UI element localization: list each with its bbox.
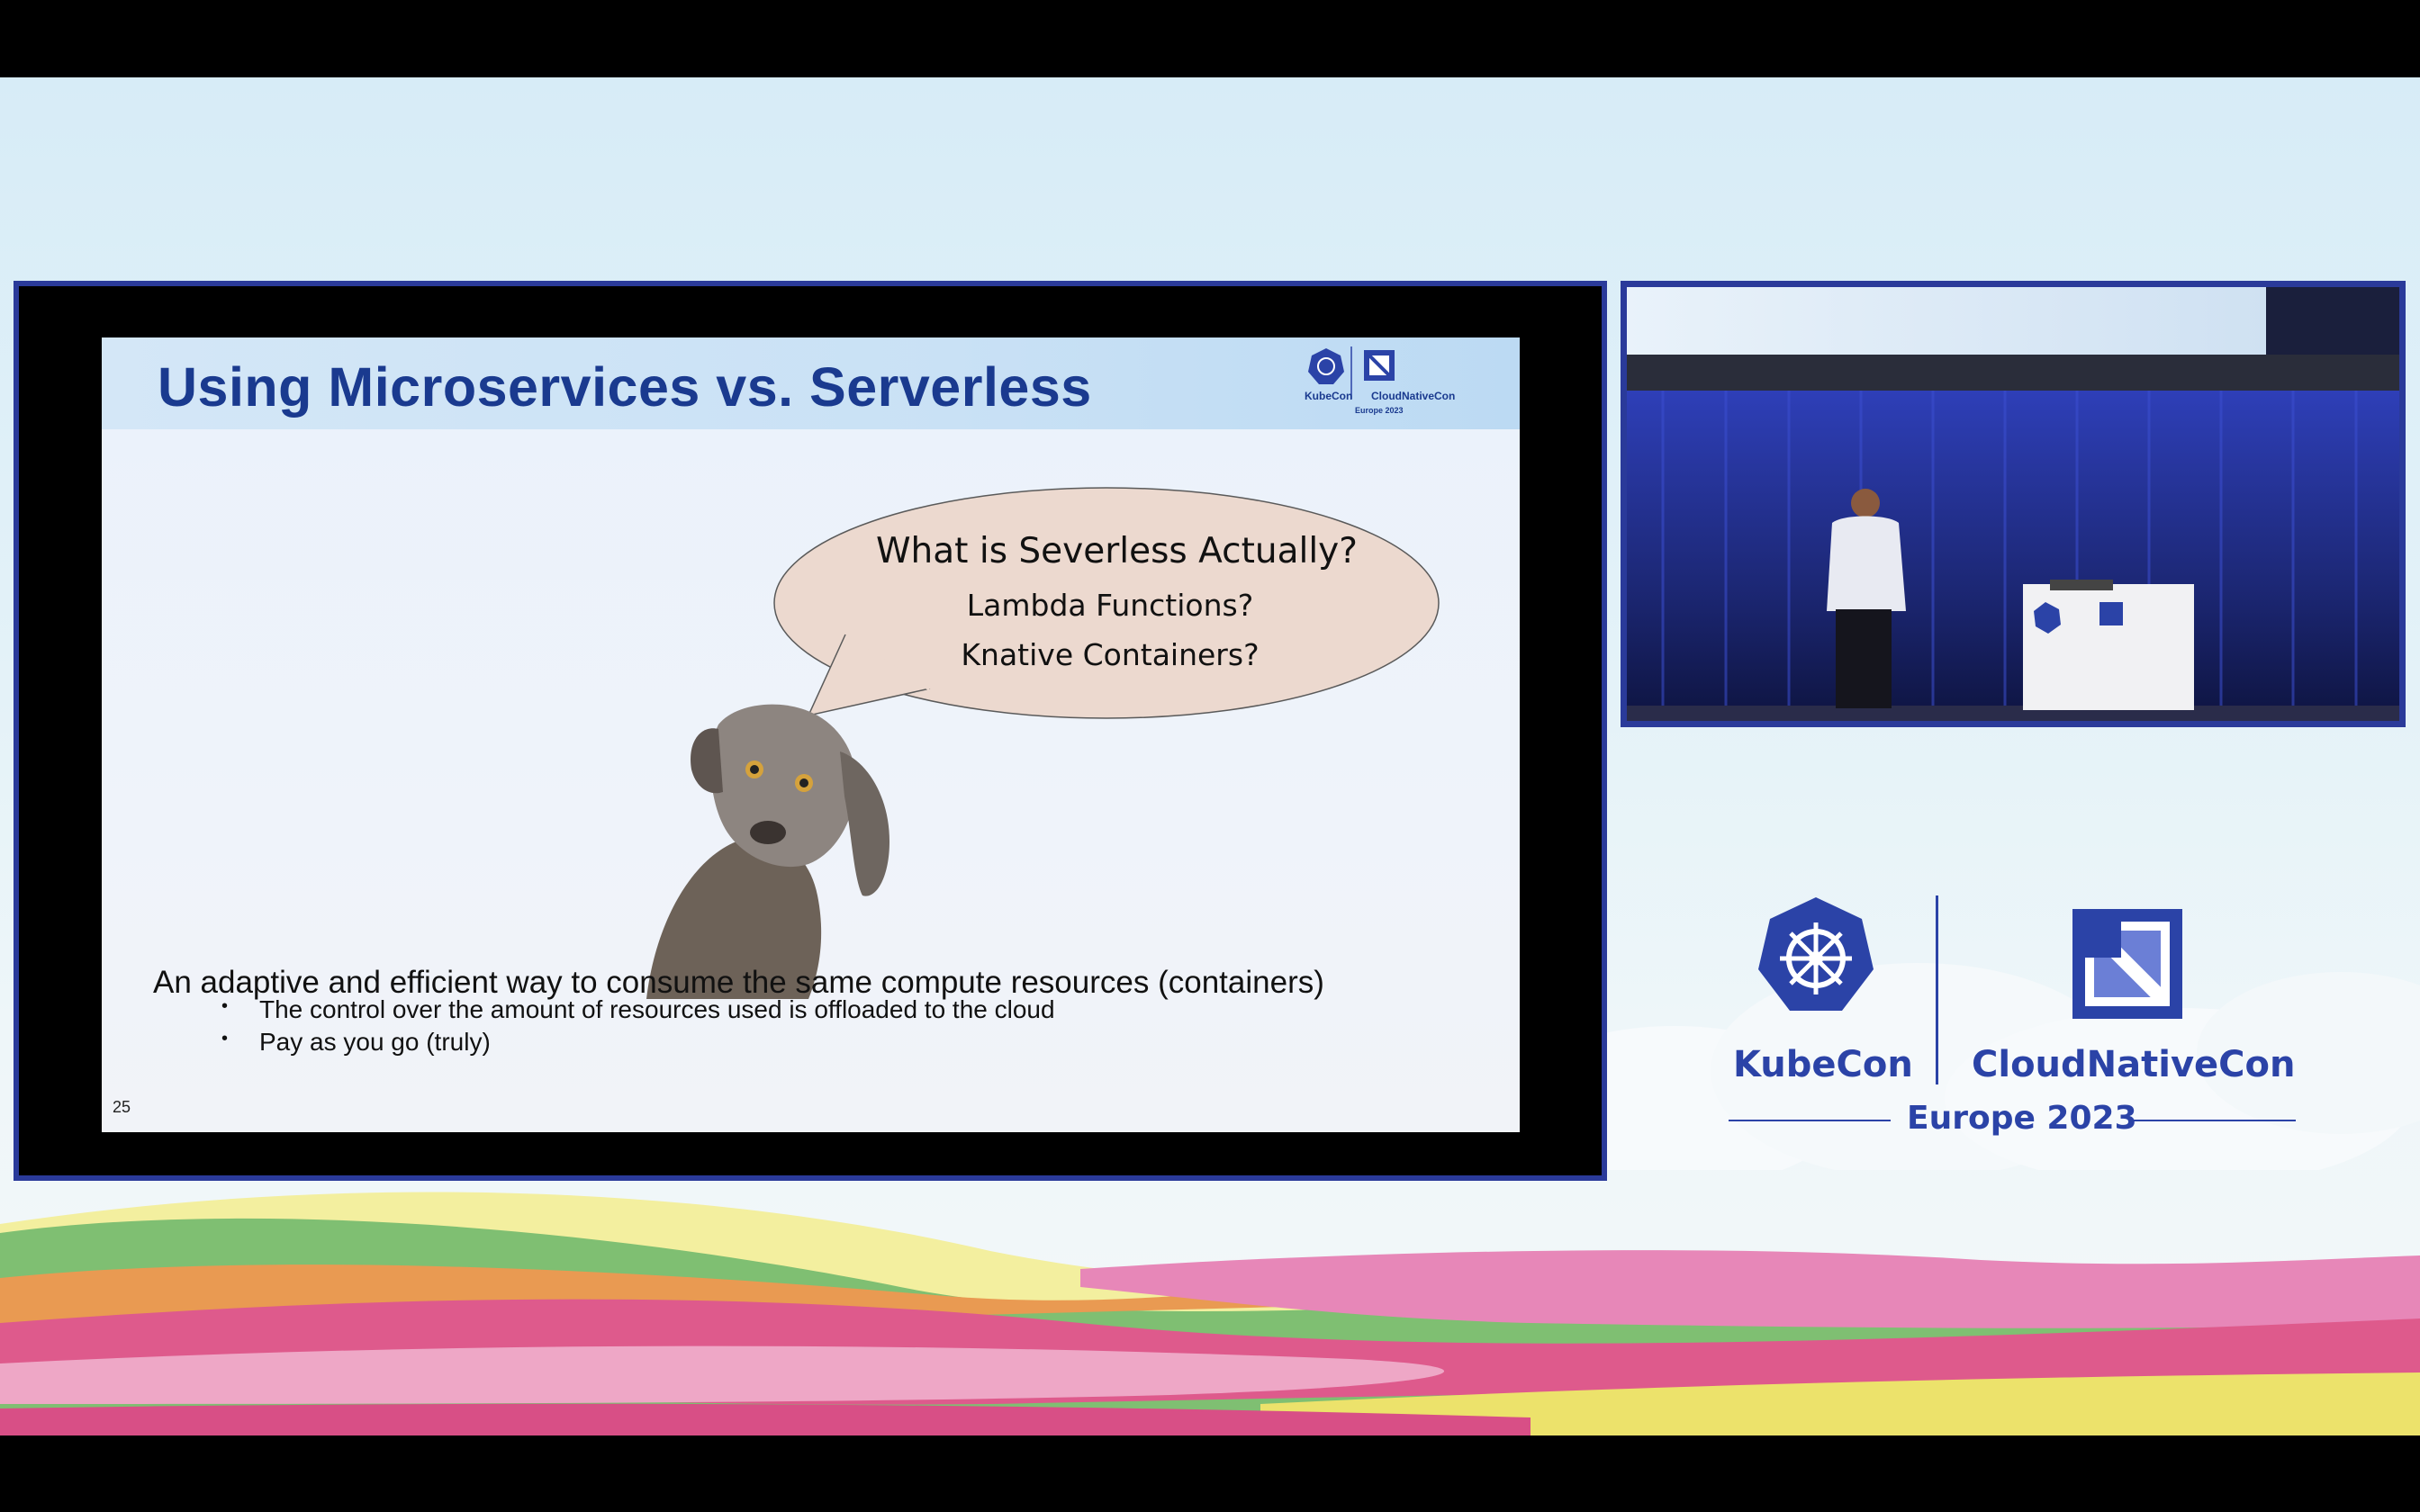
letterbox-top (0, 0, 2420, 77)
kubecon-helm-icon (1308, 346, 1395, 399)
kubecon-helm-icon (1758, 897, 1874, 1011)
bullet-item: The control over the amount of resources… (259, 995, 1055, 1023)
slide-logo-cloudnativecon: CloudNativeCon (1371, 390, 1456, 402)
presentation-slide: Using Microservices vs. Serverless KubeC… (102, 338, 1520, 1132)
speech-bubble (773, 487, 1440, 719)
bullet-dot: • (221, 996, 229, 1016)
cloudnativecon-icon (2072, 909, 2182, 1019)
stage-scene (1627, 287, 2399, 721)
event-logo-kubecon: KubeCon (1733, 1044, 1913, 1085)
cloud-decoration (1531, 963, 2420, 1170)
event-logo-europe: Europe 2023 (1907, 1100, 2137, 1137)
bubble-question: What is Severless Actually? (876, 531, 1358, 572)
slide-header (102, 338, 1520, 429)
bullet-dot: • (221, 1029, 229, 1048)
slide-title: Using Microservices vs. Serverless (158, 356, 1092, 418)
slide-page-number: 25 (113, 1098, 131, 1116)
slide-logo-kubecon: KubeCon (1305, 390, 1353, 402)
main-point-text: An adaptive and efficient way to consume… (153, 965, 1324, 1000)
event-logo-cloudnativecon: CloudNativeCon (1972, 1044, 2296, 1085)
letterbox-bottom (0, 1436, 2420, 1512)
speaker-camera-feed (1621, 281, 2406, 727)
event-logo-rule (1729, 1120, 2296, 1121)
logo-divider (1936, 896, 1938, 1084)
bubble-line-lambda: Lambda Functions? (966, 588, 1254, 623)
bullet-item: Pay as you go (truly) (259, 1028, 491, 1056)
wave-decoration (0, 1192, 2420, 1436)
slide-logo-europe: Europe 2023 (1355, 406, 1404, 415)
bubble-line-knative: Knative Containers? (961, 637, 1260, 672)
dog-image (646, 704, 889, 999)
